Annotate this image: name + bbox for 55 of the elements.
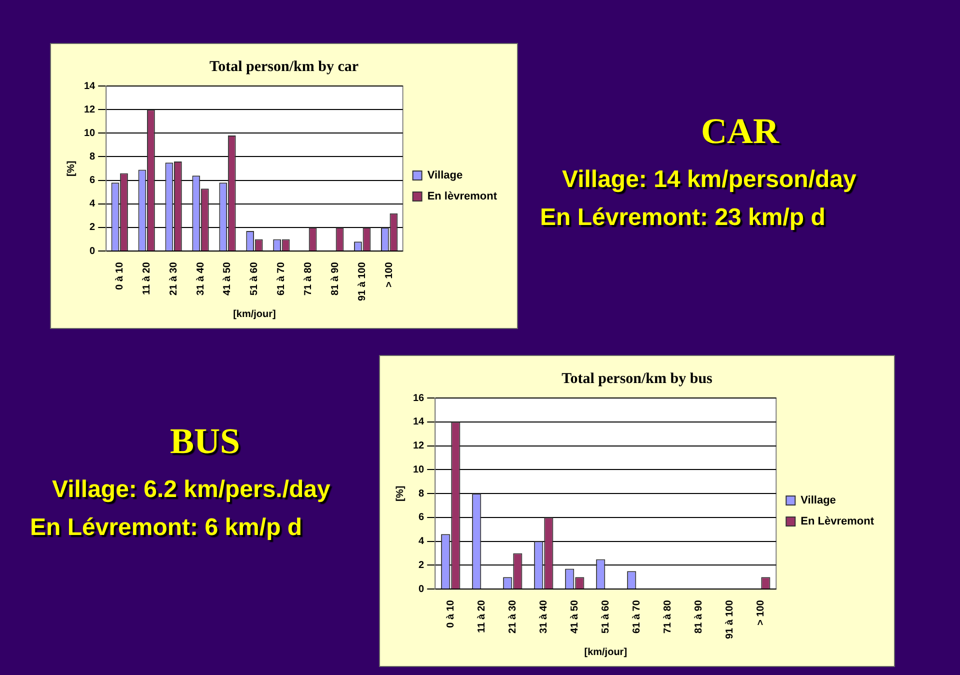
x-tick-label: 61 à 70: [276, 262, 288, 296]
y-tick-label: 6: [90, 175, 96, 186]
text: Village: 6.2 km/pers./day: [51, 476, 332, 504]
legend-label: Village: [427, 170, 463, 182]
y-axis-title: [%]: [66, 160, 77, 176]
x-tick-label: 31 à 40: [538, 600, 550, 634]
x-tick-label: 0 à 10: [114, 262, 126, 290]
chart-title: Total person/km by bus: [562, 370, 713, 387]
x-tick-label: 91 à 100: [357, 262, 368, 302]
x-tick-label: 61 à 70: [631, 600, 642, 634]
text: Village: 14 km/person/day: [561, 166, 858, 194]
x-tick-label: 51 à 60: [249, 262, 260, 296]
y-tick-label: 2: [90, 222, 96, 234]
x-tick-label: 81 à 90: [693, 600, 704, 634]
y-axis-title: [%]: [394, 486, 406, 502]
x-tick-label: 31 à 40: [195, 262, 206, 296]
y-tick-label: 14: [413, 416, 425, 428]
x-tick-label: 91 à 100: [724, 600, 736, 640]
legend-label: Village: [800, 494, 836, 507]
text: CAR: [700, 110, 780, 152]
chart-title: Total person/km by car: [209, 58, 359, 75]
x-axis-title: [km/jour]: [584, 646, 628, 658]
legend-label: En lèvremont: [427, 190, 498, 203]
x-tick-label: 41 à 50: [222, 262, 234, 296]
x-tick-label: 21 à 30: [168, 262, 180, 296]
x-tick-label: 41 à 50: [569, 600, 580, 634]
y-tick-label: 2: [418, 560, 425, 571]
x-tick-label: 11 à 20: [141, 262, 152, 295]
x-axis-title: [km/jour]: [233, 308, 276, 320]
x-tick-label: 81 à 90: [330, 262, 342, 296]
text: BUS: [168, 420, 242, 462]
y-tick-label: 0: [90, 246, 96, 257]
x-tick-label: 71 à 80: [662, 600, 674, 634]
y-tick-label: 8: [90, 151, 96, 162]
y-tick-label: 14: [84, 80, 96, 92]
y-tick-label: 12: [84, 104, 96, 116]
y-tick-label: 0: [418, 584, 425, 595]
text: En Lévremont: 6 km/p d: [30, 514, 304, 542]
y-tick-label: 16: [413, 392, 425, 404]
text: En Lévremont: 23 km/p d: [540, 204, 826, 232]
x-tick-label: 11 à 20: [476, 600, 488, 633]
y-tick-label: 10: [84, 128, 96, 139]
x-tick-label: 21 à 30: [507, 600, 518, 634]
x-tick-label: > 100: [384, 262, 396, 288]
y-tick-label: 8: [418, 488, 425, 500]
y-tick-label: 10: [413, 464, 425, 476]
y-tick-label: 4: [418, 536, 425, 548]
x-tick-label: 0 à 10: [445, 600, 456, 628]
x-tick-label: 71 à 80: [303, 262, 314, 296]
y-tick-label: 6: [418, 512, 425, 524]
x-tick-label: 51 à 60: [600, 600, 612, 634]
legend-label: En Lèvremont: [800, 516, 874, 528]
y-tick-label: 4: [90, 198, 96, 210]
x-tick-label: > 100: [755, 600, 766, 626]
y-tick-label: 12: [413, 440, 425, 452]
